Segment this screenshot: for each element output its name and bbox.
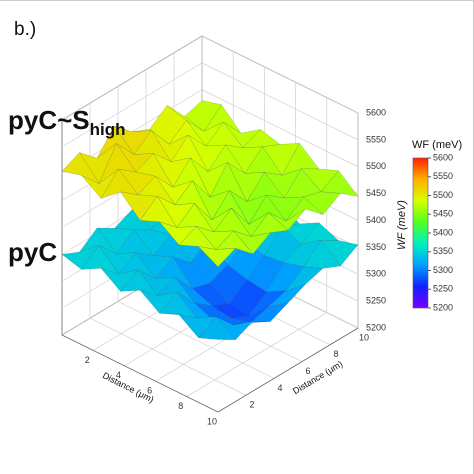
z-tick-label: 5500 [366,161,386,171]
colorbar-tick-label: 5400 [433,227,453,237]
y-axis-title: Distance (μm) [291,359,344,397]
surface-cell [198,316,236,340]
z-tick-label: 5250 [366,296,386,306]
y-tick-label: 10 [359,332,369,342]
z-tick-label: 5400 [366,215,386,225]
x-tick-label: 2 [85,355,90,365]
grid-line [61,35,203,121]
z-tick-label: 5350 [366,242,386,252]
colorbar-tick-label: 5250 [433,284,453,294]
colorbar [412,157,429,309]
grid-line [201,62,359,141]
z-tick-label: 5300 [366,269,386,279]
colorbar-tick-label: 5300 [433,265,453,275]
series-label-subscript: high [90,120,126,139]
z-tick-label: 5450 [366,188,386,198]
y-axis [217,327,359,413]
grid-line [201,35,359,114]
grid-line [201,89,359,168]
x-tick-label: 10 [207,416,217,426]
colorbar-title: WF (meV) [412,139,462,151]
panel-title: b.) [14,19,36,40]
surfaces [61,100,359,340]
series-label: pyC [8,237,57,267]
z-tick-label: 5200 [366,322,386,332]
colorbar-tick-label: 5500 [433,190,453,200]
colorbar-tick-label: 5200 [433,302,453,312]
grid-line [117,301,275,379]
colorbar-tick-label: 5600 [433,152,453,162]
colorbar-tick-label: 5550 [433,171,453,181]
x-axis [61,334,219,413]
colorbar-tick-label: 5450 [433,209,453,219]
x-tick-label: 8 [178,401,183,411]
colorbar-tick-label: 5350 [433,246,453,256]
x-tick-label: 6 [147,386,152,396]
surface-cell [198,246,236,268]
z-tick-label: 5550 [366,134,386,144]
series-label: pyC~Shigh [8,105,126,140]
y-tick-label: 8 [333,349,338,359]
y-tick-label: 2 [249,400,254,410]
x-tick-label: 4 [116,370,121,380]
grid-line [186,312,327,397]
grid-line [89,317,247,396]
series-label-main: pyC~S [8,105,90,135]
z-tick-label: 5600 [366,107,386,117]
y-tick-label: 4 [277,383,282,393]
grid-line [61,62,203,148]
z-axis-title: WF (meV) [396,200,408,250]
y-tick-label: 6 [305,366,310,376]
